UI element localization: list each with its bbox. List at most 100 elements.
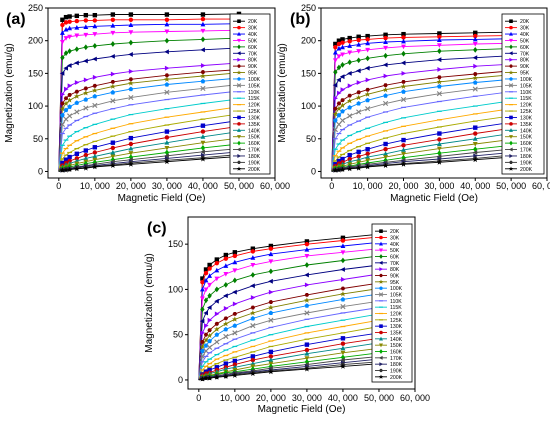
data-point [437,84,442,89]
data-point [473,131,478,136]
legend-marker [379,324,383,328]
legend-marker [379,267,384,272]
data-point [472,75,478,81]
data-point [223,272,229,277]
data-point [66,166,73,172]
series-50K [198,246,382,380]
y-axis-label: Magnetization (emu/g) [277,43,288,143]
legend-marker [508,70,514,75]
data-point [356,34,361,39]
data-point [382,62,388,68]
data-point [207,338,212,344]
data-point [92,164,98,170]
data-point [203,267,209,272]
data-point [472,41,478,47]
data-point [83,32,89,38]
data-point [339,166,346,172]
data-point [59,105,66,112]
data-point [232,311,238,316]
data-point [400,161,407,167]
data-point [110,53,115,59]
legend-marker [508,166,514,171]
data-point [206,305,212,310]
data-point [339,102,346,108]
legend-marker [509,115,513,120]
legend-marker [236,83,242,88]
data-point [365,37,370,42]
data-point [268,243,274,249]
data-point [340,37,345,42]
legend-label: 90K [520,64,530,70]
data-point [336,101,342,106]
data-point [304,246,310,252]
data-point [200,348,205,354]
legend-marker [237,76,241,81]
y-tick-label: 100 [301,101,316,111]
legend-marker [237,64,241,68]
data-point [110,89,116,95]
data-point [355,165,362,171]
legend-label: 150K [520,135,533,141]
series-40K [198,239,382,380]
legend-label: 20K [248,19,258,25]
data-point [340,286,346,291]
data-point [365,97,370,103]
y-tick-label: 50 [306,134,316,144]
data-point [436,57,442,63]
data-point [340,291,346,297]
data-point [339,117,346,124]
legend-label: 125K [248,109,261,115]
legend-marker [509,140,513,146]
data-point [304,366,310,372]
y-tick-label: 0 [311,166,316,176]
legend-marker [379,235,383,240]
data-point [401,89,406,94]
legend-label: 130K [390,324,403,330]
series-120K [198,319,382,381]
legend-label: 70K [520,51,530,57]
legend-label: 115K [390,305,402,311]
data-point [67,34,73,40]
legend-label: 130K [520,115,533,121]
data-point [383,45,388,51]
data-point [304,282,310,288]
data-point [63,167,69,173]
legend-marker [237,25,241,30]
data-point [340,296,346,302]
data-point [436,159,443,165]
data-point [63,107,69,113]
legend-marker [236,51,241,56]
legend-marker [237,122,241,126]
series-110K [58,90,242,172]
data-point [200,276,205,281]
data-point [472,136,478,141]
legend-label: 80K [390,267,400,273]
legend-marker [509,25,513,30]
data-point [268,289,274,295]
data-point [199,296,205,302]
data-point [383,39,388,44]
data-point [214,298,219,304]
data-point [268,317,274,323]
legend-marker [378,374,384,379]
legend-marker [237,153,242,158]
legend-marker [236,166,242,171]
data-point [232,301,238,307]
legend-marker [379,229,383,233]
legend: 20K30K40K50K60K70K80K90K95K100K105K110K1… [229,13,271,175]
data-point [401,44,406,50]
data-point [336,167,342,173]
legend-marker [237,31,241,36]
data-point [128,39,134,46]
data-point [200,28,206,34]
x-tick-label: 20, 000 [116,181,146,191]
data-point [473,125,478,130]
data-point [60,112,65,118]
series-70K [58,45,241,172]
data-point [400,83,407,89]
data-point [63,157,69,162]
data-point [333,106,338,111]
data-point [64,86,69,92]
data-point [128,77,134,82]
data-point [214,332,220,337]
